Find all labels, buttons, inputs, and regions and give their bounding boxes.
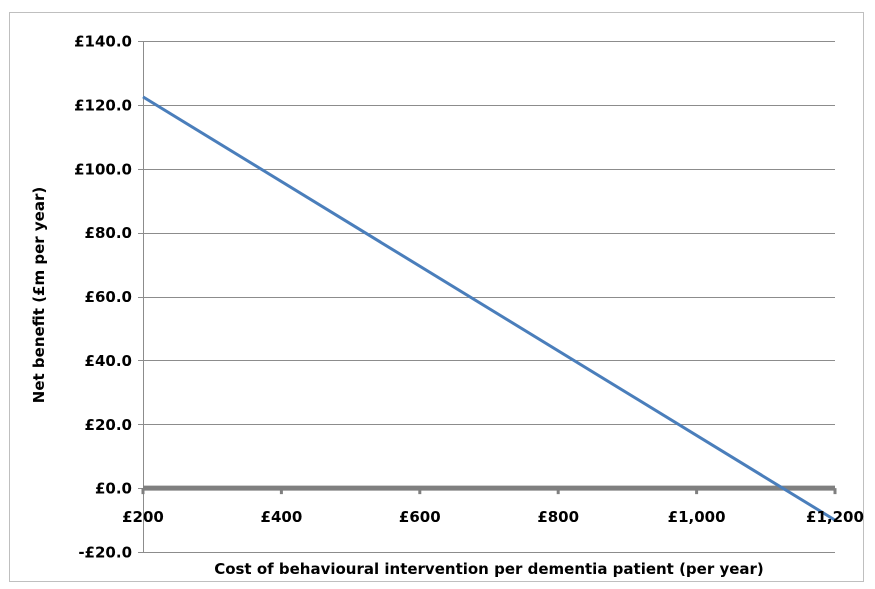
y-tick-label: £80.0 (85, 224, 132, 242)
axes (138, 41, 837, 553)
y-tick-label: £20.0 (85, 416, 132, 434)
x-tick-label: £800 (537, 508, 579, 526)
x-tick-label: £1,200 (806, 508, 864, 526)
y-tick-label: £140.0 (74, 33, 132, 51)
tick-labels: -£20.0 £0.0 £20.0 £40.0 £60.0 £80.0 £100.0 £120… (74, 33, 864, 562)
y-tick-label: £120.0 (74, 96, 132, 114)
y-tick-label: £60.0 (85, 288, 132, 306)
y-axis-title: Net benefit (£m per year) (30, 187, 48, 403)
x-tick-label: £400 (261, 508, 303, 526)
x-tick-label: £1,000 (668, 508, 726, 526)
y-tick-label: £40.0 (85, 352, 132, 370)
x-tick-label: £200 (122, 508, 164, 526)
series-layer (142, 95, 836, 522)
grid-lines (143, 41, 835, 553)
x-tick-label: £600 (399, 508, 441, 526)
series-line (142, 95, 836, 522)
x-axis-title: Cost of behavioural intervention per dem… (214, 560, 764, 578)
y-tick-label: £0.0 (95, 480, 132, 498)
y-tick-label: -£20.0 (78, 544, 132, 562)
y-tick-label: £100.0 (74, 160, 132, 178)
